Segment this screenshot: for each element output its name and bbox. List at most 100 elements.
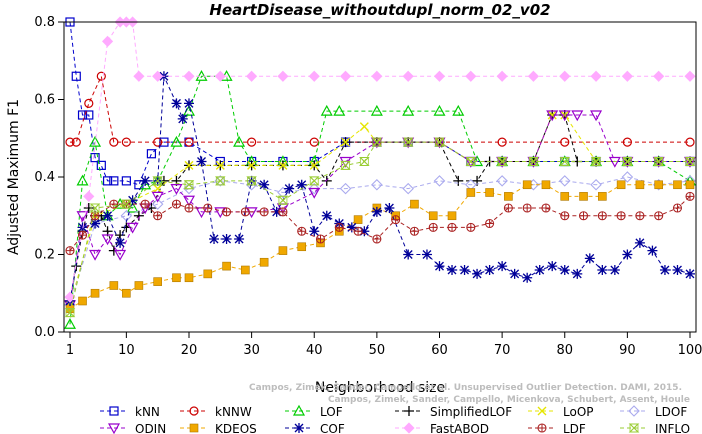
data-point-kdeos xyxy=(172,273,181,283)
data-point-loop xyxy=(341,137,351,147)
data-point-cof xyxy=(534,265,545,275)
data-point-kdeos xyxy=(241,265,250,275)
data-point-knnw xyxy=(184,137,194,147)
data-point-inflo xyxy=(622,156,633,167)
data-point-knnw xyxy=(71,137,81,147)
data-point-kdeos xyxy=(541,180,551,190)
data-point-simplifiedlof xyxy=(321,175,332,186)
data-point-ldf xyxy=(65,246,75,256)
data-point-ldf xyxy=(259,207,269,217)
data-point-odin xyxy=(571,110,584,122)
data-point-ldf xyxy=(685,191,695,201)
data-point-kdeos xyxy=(579,192,588,201)
data-point-cof xyxy=(371,206,382,217)
data-point-odin xyxy=(76,211,89,222)
y-tick-label: 0.4 xyxy=(34,170,55,185)
data-point-lof xyxy=(320,104,333,116)
data-point-loop xyxy=(215,160,225,170)
data-point-fastabod xyxy=(402,70,414,82)
data-point-knnw xyxy=(84,98,94,108)
data-point-inflo xyxy=(340,160,351,170)
data-point-fastabod xyxy=(102,35,114,47)
data-point-knnw xyxy=(96,71,106,81)
data-point-loop xyxy=(247,160,257,170)
data-point-fastabod xyxy=(183,70,195,82)
axes: 1 10 20 30 40 50 60 70 80 90 100 0.0 0.2 0.4 0.6 0.8 xyxy=(34,15,702,358)
data-point-ldf xyxy=(109,199,119,209)
legend-label: kNNW xyxy=(215,405,252,419)
data-point-inflo xyxy=(214,176,226,186)
data-point-ldof xyxy=(183,182,195,195)
data-point-inflo xyxy=(465,156,477,167)
data-point-cof xyxy=(171,98,182,109)
series-line-inflo xyxy=(69,141,690,313)
data-point-odin xyxy=(590,110,603,122)
data-point-knn xyxy=(121,176,131,186)
x-axis-label: Neighborhood size xyxy=(315,380,445,396)
data-point-ldf xyxy=(672,203,683,213)
legend-item-inflo: INFLO xyxy=(620,422,690,434)
data-point-ldof xyxy=(621,171,634,183)
data-point-ldf xyxy=(503,203,513,213)
data-point-loop xyxy=(547,110,557,120)
data-point-lof xyxy=(433,104,446,116)
data-point-fastabod xyxy=(371,70,383,82)
data-point-fastabod xyxy=(653,70,665,82)
data-point-fastabod xyxy=(465,70,477,82)
data-point-cof xyxy=(522,272,533,283)
data-point-fastabod xyxy=(246,70,258,82)
data-point-knnw xyxy=(497,137,507,147)
x-tick-label: 50 xyxy=(369,343,386,358)
data-point-cof xyxy=(434,261,445,272)
data-point-inflo xyxy=(402,137,414,147)
data-point-kdeos xyxy=(122,288,131,298)
data-point-fastabod xyxy=(559,70,571,82)
data-point-kdeos xyxy=(466,188,476,197)
data-point-odin xyxy=(608,156,621,168)
data-point-inflo xyxy=(653,156,665,167)
legend-swatch-marker xyxy=(109,406,119,416)
data-point-simplifiedlof xyxy=(133,210,144,221)
data-point-lof xyxy=(333,104,346,116)
data-point-cof xyxy=(309,226,320,237)
data-point-kdeos xyxy=(203,269,213,279)
data-point-fastabod xyxy=(308,70,320,82)
data-point-cof xyxy=(102,210,113,221)
legend-swatch-marker xyxy=(404,406,414,416)
data-point-cof xyxy=(421,249,432,260)
data-point-inflo xyxy=(528,156,539,167)
data-point-kdeos xyxy=(685,180,695,190)
data-point-odin xyxy=(89,249,102,261)
data-point-ldof xyxy=(590,178,602,191)
data-point-inflo xyxy=(277,195,289,205)
data-point-inflo xyxy=(684,156,696,167)
data-point-knnw xyxy=(153,137,163,147)
data-point-cof xyxy=(115,237,126,248)
legend-swatch-marker xyxy=(292,404,306,416)
data-point-kdeos xyxy=(428,211,438,221)
legend-label: FastABOD xyxy=(430,422,489,434)
data-point-cof xyxy=(403,249,414,260)
data-point-kdeos xyxy=(410,199,419,209)
data-point-knnw xyxy=(309,137,319,147)
data-point-knn xyxy=(84,110,94,120)
x-tick-label: 40 xyxy=(306,343,323,358)
data-point-kdeos xyxy=(654,180,663,190)
legend-item-knnw: kNNW xyxy=(180,405,252,419)
data-point-loop xyxy=(309,160,319,170)
y-axis-label: Adjusted Maximum F1 xyxy=(6,99,22,255)
legend-label: ODIN xyxy=(135,422,166,434)
data-point-fastabod xyxy=(433,70,446,82)
data-point-cof xyxy=(140,175,151,186)
legend-swatch-marker xyxy=(537,423,547,433)
data-point-fastabod xyxy=(83,190,95,202)
legend-label: COF xyxy=(320,422,345,434)
data-point-ldof xyxy=(371,178,383,191)
data-point-knn xyxy=(109,176,119,186)
data-point-kdeos xyxy=(673,180,682,190)
data-point-cof xyxy=(647,245,658,256)
data-point-ldf xyxy=(466,222,476,232)
data-point-fastabod xyxy=(133,70,145,82)
series-inflo xyxy=(64,137,696,318)
data-point-knnw xyxy=(121,137,131,147)
